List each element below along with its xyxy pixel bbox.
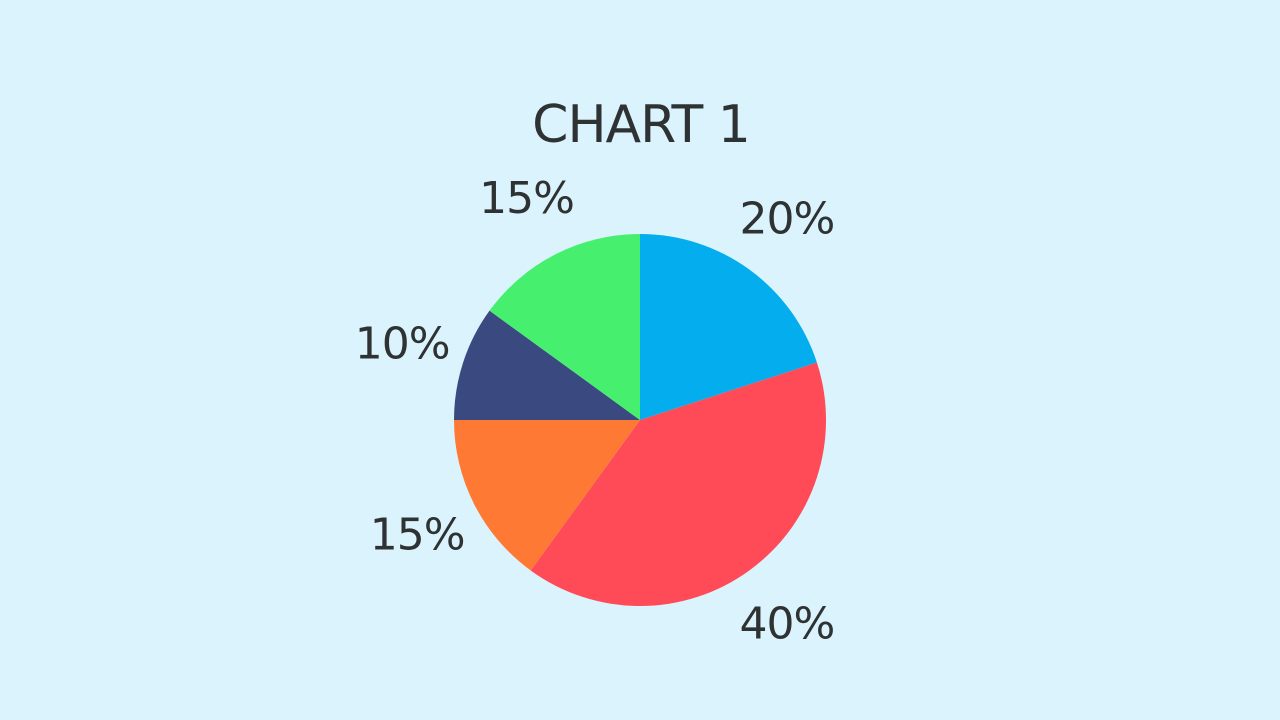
pie-slice (454, 310, 640, 420)
slice-label: 15% (370, 510, 465, 561)
slice-label: 15% (479, 173, 574, 224)
pie-slices (454, 234, 827, 607)
pie-labels: 20% 40% 15% 10% 15% (355, 173, 835, 649)
chart-title: CHART 1 (532, 95, 750, 155)
pie-slice (489, 234, 640, 420)
pie-slice (530, 362, 827, 607)
slice-label: 10% (355, 319, 450, 370)
pie-slice (454, 420, 640, 571)
slice-label: 20% (740, 194, 835, 245)
pie-slice (640, 234, 817, 420)
slice-label: 40% (740, 598, 835, 649)
